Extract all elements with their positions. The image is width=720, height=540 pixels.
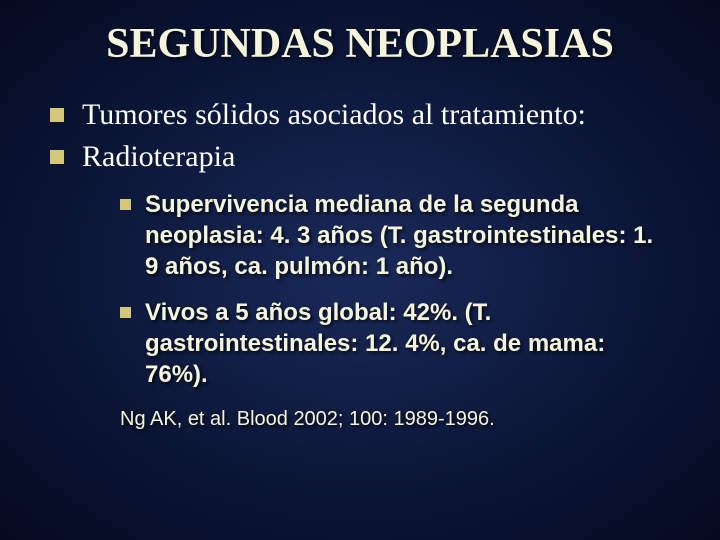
bullet-text: Tumores sólidos asociados al tratamiento… [82, 96, 586, 134]
bullet-level2-item: Supervivencia mediana de la segunda neop… [50, 189, 670, 283]
slide-container: SEGUNDAS NEOPLASIAS Tumores sólidos asoc… [0, 0, 720, 540]
bullet-level1-item: Tumores sólidos asociados al tratamiento… [50, 96, 670, 134]
bullet-level2-item: Vivos a 5 años global: 42%. (T. gastroin… [50, 297, 670, 391]
slide-title: SEGUNDAS NEOPLASIAS [50, 20, 670, 68]
sub-bullet-text: Vivos a 5 años global: 42%. (T. gastroin… [145, 297, 670, 391]
sub-bullet-text: Supervivencia mediana de la segunda neop… [145, 189, 670, 283]
citation-text: Ng AK, et al. Blood 2002; 100: 1989-1996… [50, 408, 670, 431]
square-bullet-icon [120, 199, 131, 210]
square-bullet-icon [120, 307, 131, 318]
bullet-text: Radioterapia [82, 138, 235, 176]
square-bullet-icon [50, 108, 64, 122]
bullet-level1-item: Radioterapia [50, 138, 670, 176]
square-bullet-icon [50, 150, 64, 164]
